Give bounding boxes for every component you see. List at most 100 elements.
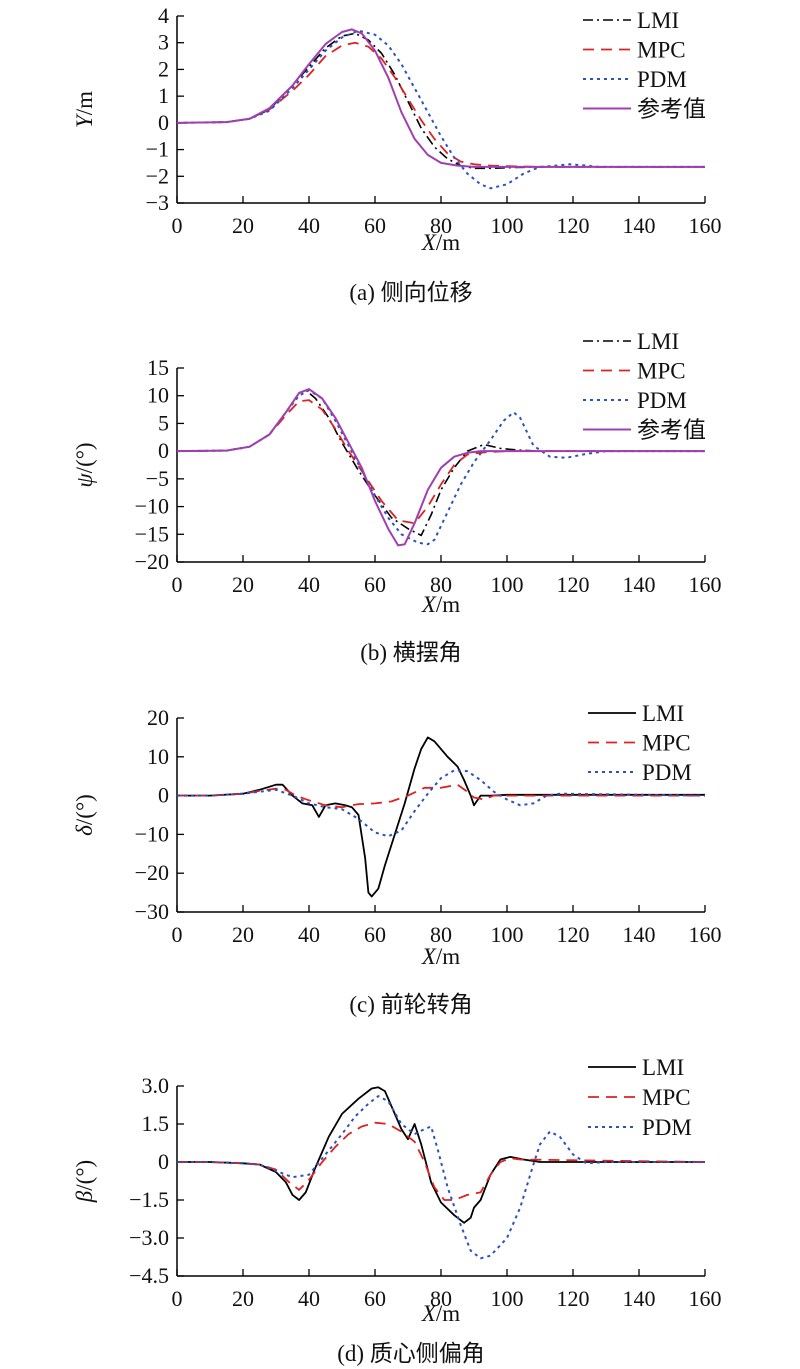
x-tick-label: 80 bbox=[430, 922, 452, 947]
series-line-MPC bbox=[177, 783, 705, 809]
y-tick-label: 3 bbox=[158, 30, 169, 55]
x-tick-label: 160 bbox=[689, 213, 722, 238]
x-tick-label: 60 bbox=[364, 572, 386, 597]
x-axis-label-unit: /m bbox=[436, 944, 460, 969]
y-axis-label-var: β bbox=[72, 1190, 97, 1203]
x-axis-label-unit: /m bbox=[436, 230, 460, 255]
y-tick-label: 5 bbox=[158, 410, 169, 435]
x-tick-label: 40 bbox=[298, 922, 320, 947]
series-line-MPC bbox=[176, 41, 705, 168]
x-tick-label: 60 bbox=[364, 213, 386, 238]
x-tick-label: 40 bbox=[298, 572, 320, 597]
x-axis-label-var: X bbox=[421, 592, 437, 617]
y-tick-label: 0 bbox=[158, 110, 169, 135]
y-tick-label: 15 bbox=[147, 355, 169, 380]
x-tick-label: 0 bbox=[172, 213, 183, 238]
series-line-PDM bbox=[176, 389, 705, 546]
chart-panel-2: 0 20 40 60 80 100 120 140 160−30−20−1001020X/mδ/… bbox=[72, 701, 722, 1017]
x-tick-label: 120 bbox=[557, 572, 590, 597]
y-tick-label: −1 bbox=[146, 137, 169, 162]
series-line-MPC bbox=[176, 399, 705, 525]
legend-label: MPC bbox=[642, 731, 691, 756]
series-line-LMI bbox=[177, 1086, 705, 1224]
x-axis-label: X/m bbox=[421, 1301, 460, 1326]
x-tick-label: 0 bbox=[172, 1286, 183, 1311]
y-axis-label-unit: /(°) bbox=[72, 442, 97, 473]
chart-panel-1: 0 20 40 60 80 100 120 140 160−20−15−10−5051015X/… bbox=[72, 329, 722, 665]
panel-caption: (d) 质心侧偏角 bbox=[337, 1341, 485, 1366]
y-tick-label: −2 bbox=[146, 163, 169, 188]
y-tick-label: −3.0 bbox=[129, 1225, 169, 1250]
legend-label: MPC bbox=[642, 1085, 691, 1110]
legend: LMI MPC PDM bbox=[588, 701, 692, 785]
x-axis-label-var: X bbox=[421, 1301, 437, 1326]
y-tick-label: −10 bbox=[135, 494, 169, 519]
series-line-参考值 bbox=[176, 388, 705, 547]
x-tick-label: 80 bbox=[430, 213, 452, 238]
x-axis-label-var: X bbox=[421, 944, 437, 969]
y-tick-label: −15 bbox=[135, 521, 169, 546]
y-axis-label-unit: /m bbox=[72, 91, 97, 115]
y-tick-label: −20 bbox=[135, 549, 169, 574]
y-tick-label: −30 bbox=[135, 899, 169, 924]
x-axis-label-unit: /m bbox=[436, 592, 460, 617]
y-tick-label: 4 bbox=[158, 3, 169, 28]
legend-label: PDM bbox=[642, 1115, 692, 1140]
x-tick-label: 160 bbox=[689, 922, 722, 947]
legend-label: PDM bbox=[637, 388, 687, 413]
y-tick-label: −1.5 bbox=[129, 1187, 169, 1212]
y-axis-label: β/(°) bbox=[72, 1160, 97, 1203]
y-tick-label: −20 bbox=[135, 860, 169, 885]
x-tick-label: 140 bbox=[623, 213, 656, 238]
legend-label: 参考值 bbox=[637, 97, 706, 122]
panel-caption: (a) 侧向位移 bbox=[349, 280, 472, 305]
y-axis-label: δ/(°) bbox=[72, 794, 97, 836]
x-tick-label: 160 bbox=[689, 572, 722, 597]
series-line-MPC bbox=[177, 1121, 706, 1201]
y-tick-label: 2 bbox=[158, 56, 169, 81]
chart-panel-3: 0 20 40 60 80 100 120 140 160 −4.5 −3.0 −1.5 0 1.5 3.0… bbox=[72, 1055, 722, 1366]
y-tick-label: 0 bbox=[158, 783, 169, 808]
x-tick-label: 100 bbox=[491, 572, 524, 597]
x-tick-label: 80 bbox=[430, 572, 452, 597]
legend-label: LMI bbox=[642, 1055, 684, 1080]
x-tick-label: 60 bbox=[364, 1286, 386, 1311]
y-tick-label: 0 bbox=[158, 438, 169, 463]
y-tick-label: −10 bbox=[135, 821, 169, 846]
x-tick-label: 140 bbox=[623, 922, 656, 947]
y-axis-label: ψ/(°) bbox=[72, 442, 97, 487]
x-tick-label: 20 bbox=[232, 213, 254, 238]
y-axis-label-unit: /(°) bbox=[72, 794, 97, 825]
legend-label: LMI bbox=[637, 329, 679, 354]
y-tick-label: 10 bbox=[147, 744, 169, 769]
legend-label: LMI bbox=[637, 8, 679, 33]
x-tick-label: 20 bbox=[232, 572, 254, 597]
x-axis-label: X/m bbox=[421, 944, 460, 969]
y-tick-label: 1 bbox=[158, 83, 169, 108]
series-line-PDM bbox=[176, 29, 705, 190]
x-tick-label: 40 bbox=[298, 213, 320, 238]
y-axis-label-var: ψ bbox=[72, 473, 97, 488]
y-axis-label-var: Y bbox=[72, 113, 97, 128]
x-tick-label: 0 bbox=[172, 572, 183, 597]
series-line-LMI bbox=[176, 389, 705, 537]
x-axis-label-var: X bbox=[421, 230, 437, 255]
x-axis-label: X/m bbox=[421, 230, 460, 255]
legend-label: PDM bbox=[642, 760, 692, 785]
x-tick-label: 120 bbox=[557, 213, 590, 238]
series-line-LMI bbox=[177, 736, 705, 898]
legend: LMI MPC PDM 参考值 bbox=[583, 8, 706, 122]
y-tick-label: 10 bbox=[147, 383, 169, 408]
x-tick-label: 100 bbox=[491, 213, 524, 238]
x-tick-label: 120 bbox=[557, 922, 590, 947]
y-tick-label: −4.5 bbox=[129, 1263, 169, 1288]
legend: LMI MPC PDM 参考值 bbox=[583, 329, 706, 443]
x-tick-label: 0 bbox=[172, 922, 183, 947]
x-tick-label: 80 bbox=[430, 1286, 452, 1311]
x-tick-label: 20 bbox=[232, 1286, 254, 1311]
x-tick-label: 100 bbox=[491, 1286, 524, 1311]
x-tick-label: 60 bbox=[364, 922, 386, 947]
x-tick-label: 160 bbox=[689, 1286, 722, 1311]
chart-panel-0: 0 20 40 60 80 100 120 140 160−3−2−101234X/mY/mLM… bbox=[72, 3, 722, 305]
